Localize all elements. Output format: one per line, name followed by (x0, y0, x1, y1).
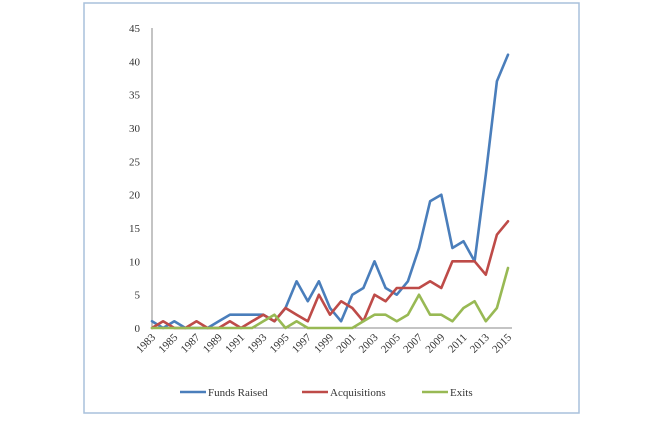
legend-label: Acquisitions (330, 387, 386, 399)
y-tick-label: 5 (135, 290, 141, 302)
legend-label: Exits (450, 387, 473, 399)
chart-frame (83, 2, 580, 414)
y-tick-label: 15 (129, 223, 141, 235)
legend: Funds Raised Acquisitions Exits (180, 387, 473, 399)
y-tick-label: 0 (135, 323, 141, 335)
series-line-exits (150, 266, 510, 330)
y-tick-labels: 0 5 10 15 20 25 30 35 40 45 (129, 23, 141, 335)
series-line-funds-raised (150, 53, 510, 330)
series-lines (150, 53, 510, 330)
y-tick-label: 30 (129, 123, 141, 135)
y-tick-label: 40 (129, 56, 141, 68)
y-tick-label: 20 (129, 190, 141, 202)
y-tick-label: 25 (129, 156, 141, 168)
y-tick-label: 35 (129, 90, 141, 102)
legend-label: Funds Raised (208, 387, 268, 399)
y-tick-label: 45 (129, 23, 141, 35)
y-tick-label: 10 (129, 256, 141, 268)
